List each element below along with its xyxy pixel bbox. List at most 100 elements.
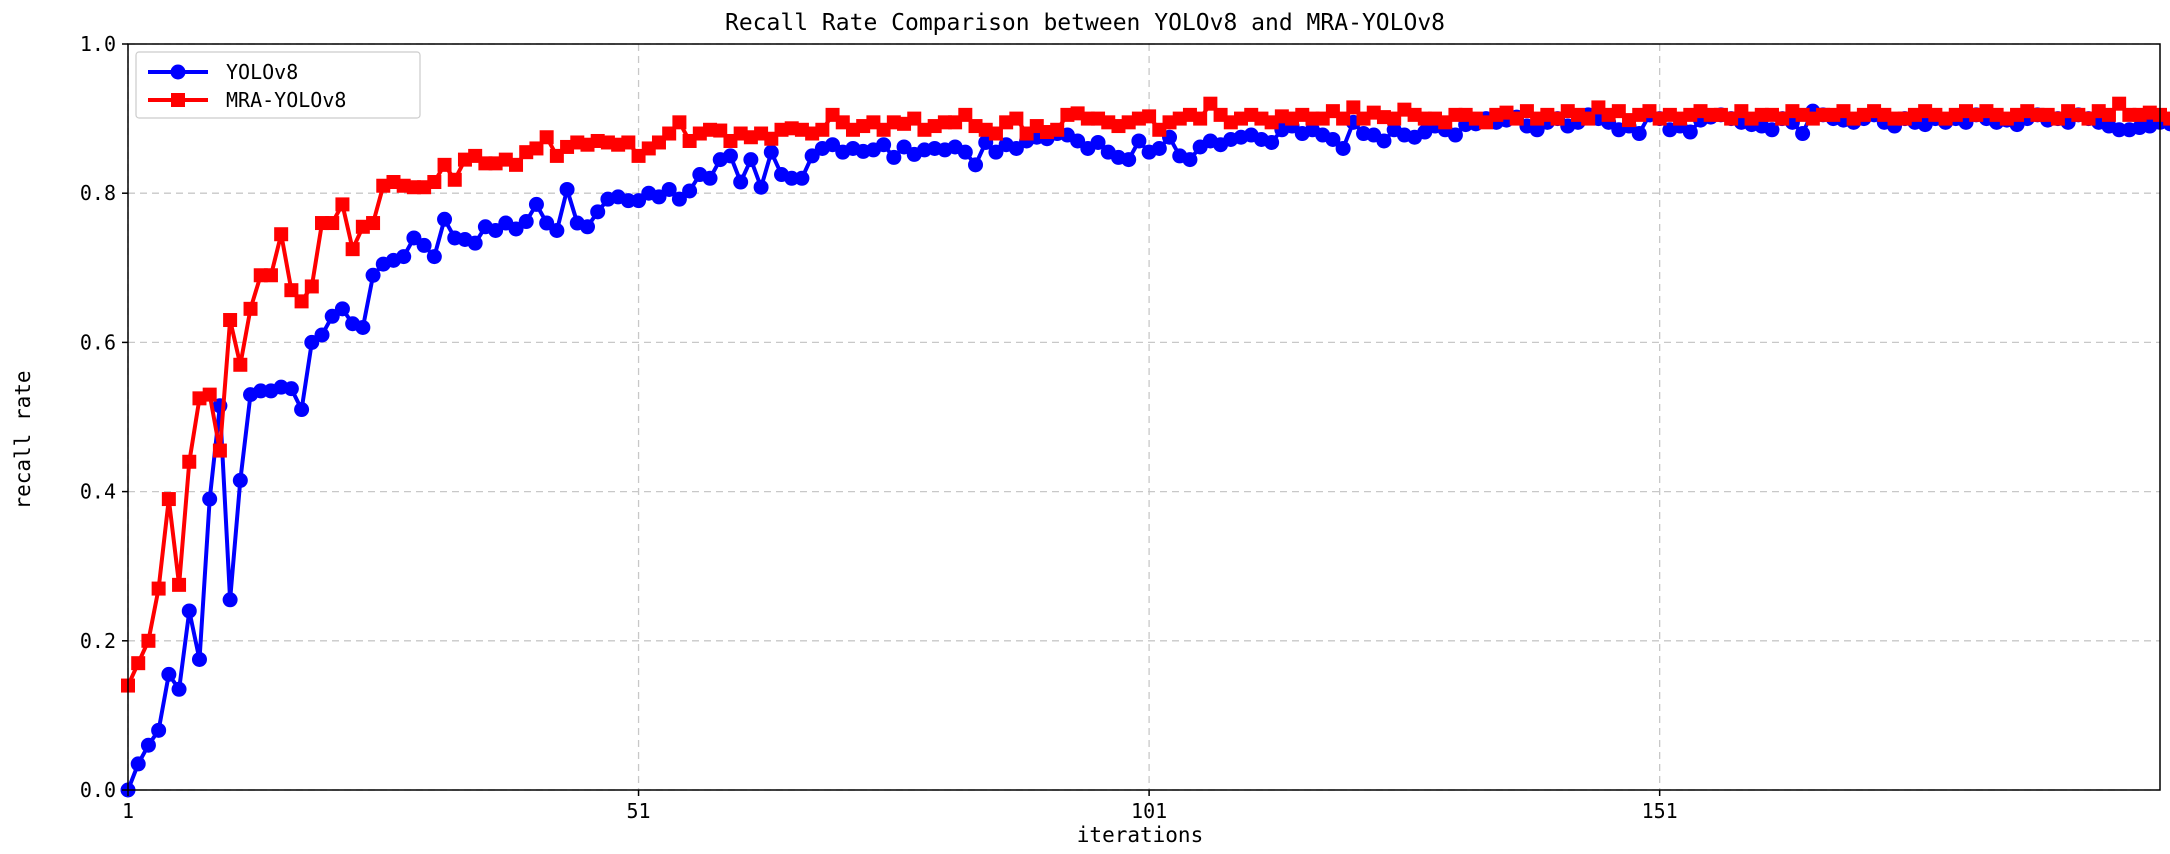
data-point — [763, 144, 779, 160]
data-point — [559, 181, 575, 197]
data-point — [284, 283, 299, 298]
data-point — [2112, 96, 2127, 111]
data-point — [815, 122, 830, 137]
data-point — [1182, 152, 1198, 168]
data-point — [1050, 122, 1065, 137]
data-point — [621, 135, 636, 150]
y-tick-label: 0.6 — [80, 330, 116, 354]
data-point — [671, 191, 687, 207]
data-point — [345, 242, 360, 257]
data-point — [733, 174, 749, 190]
data-point — [151, 722, 167, 738]
data-point — [222, 592, 238, 608]
data-point — [528, 196, 544, 212]
data-point — [191, 651, 207, 667]
legend-label: YOLOv8 — [226, 60, 298, 84]
data-point — [1264, 134, 1280, 150]
y-tick-label: 0.0 — [80, 778, 116, 802]
data-point — [416, 237, 432, 253]
data-point — [2101, 107, 2116, 122]
data-point — [1090, 134, 1106, 150]
data-point — [447, 172, 462, 187]
data-point — [1335, 140, 1351, 156]
data-point — [1346, 100, 1361, 115]
data-point — [957, 144, 973, 160]
legend-marker — [171, 93, 185, 107]
data-point — [702, 170, 718, 186]
data-point — [355, 319, 371, 335]
data-point — [131, 656, 146, 671]
data-point — [437, 157, 452, 172]
data-point — [141, 633, 156, 648]
data-point — [1376, 133, 1392, 149]
data-point — [233, 357, 248, 372]
data-point — [427, 175, 442, 190]
data-point — [539, 130, 554, 145]
data-point — [202, 387, 217, 402]
data-point — [1325, 131, 1341, 147]
data-point — [661, 181, 677, 197]
data-point — [171, 681, 187, 697]
data-point — [437, 211, 453, 227]
data-point — [1447, 127, 1463, 143]
series-layer — [120, 96, 2170, 798]
data-point — [1131, 133, 1147, 149]
data-point — [172, 577, 187, 592]
data-point — [335, 197, 350, 212]
data-point — [467, 235, 483, 251]
data-point — [294, 402, 310, 418]
data-point — [743, 152, 759, 168]
data-point — [1682, 124, 1698, 140]
data-point — [1193, 111, 1208, 126]
data-point — [662, 126, 677, 141]
data-point — [223, 313, 238, 328]
y-tick-label: 0.8 — [80, 181, 116, 205]
data-point — [212, 443, 227, 458]
data-point — [794, 170, 810, 186]
data-point — [672, 115, 687, 130]
data-point — [1336, 111, 1351, 126]
data-point — [130, 756, 146, 772]
data-point — [1764, 122, 1780, 138]
data-point — [274, 227, 289, 242]
data-point — [958, 107, 973, 122]
data-point — [365, 267, 381, 283]
data-point — [1631, 126, 1647, 142]
y-tick-label: 0.2 — [80, 629, 116, 653]
data-point — [366, 216, 381, 231]
data-point — [1795, 126, 1811, 142]
data-point — [579, 219, 595, 235]
data-point — [294, 294, 309, 309]
data-point — [518, 214, 534, 230]
x-tick-label: 1 — [122, 799, 134, 823]
data-point — [1142, 109, 1157, 124]
data-point — [202, 491, 218, 507]
data-point — [182, 454, 197, 469]
data-point — [314, 327, 330, 343]
data-point — [161, 666, 177, 682]
data-point — [263, 268, 278, 283]
x-axis-label: iterations — [1077, 823, 1203, 847]
data-point — [283, 381, 299, 397]
data-point — [1151, 140, 1167, 156]
data-point — [968, 157, 984, 173]
data-point — [988, 126, 1003, 141]
legend-item: MRA-YOLOv8 — [148, 88, 346, 112]
data-point — [907, 111, 922, 126]
data-point — [161, 492, 176, 507]
y-tick-label: 0.4 — [80, 480, 116, 504]
data-point — [181, 603, 197, 619]
data-point — [2163, 111, 2170, 126]
data-point — [304, 279, 319, 294]
data-point — [325, 216, 340, 231]
data-point — [1009, 111, 1024, 126]
legend-item: YOLOv8 — [148, 60, 298, 84]
data-point — [529, 141, 544, 156]
data-point — [682, 183, 698, 199]
series-mra-yolov8 — [121, 96, 2170, 693]
x-tick-label: 51 — [627, 799, 651, 823]
data-point — [426, 249, 442, 265]
